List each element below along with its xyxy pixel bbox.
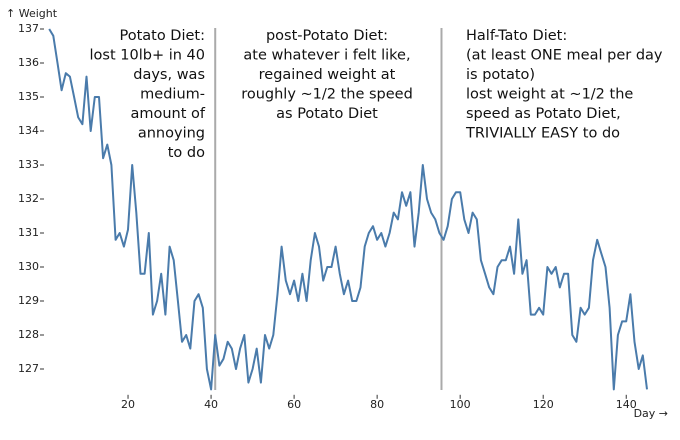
y-tick-label: 128 — [18, 328, 39, 341]
annotation: lost weight at ~1/2 the — [466, 87, 633, 103]
y-tick-label: 136 — [18, 56, 39, 69]
annotation: Potato Diet: — [119, 28, 205, 44]
annotation: to do — [168, 145, 205, 161]
x-tick-label: 120 — [533, 398, 554, 411]
annotation: lost 10lb+ in 40 — [90, 48, 205, 64]
y-tick-label: 132 — [18, 192, 39, 205]
annotation: TRIVIALLY EASY to do — [465, 126, 620, 142]
weight-line — [48, 28, 648, 391]
annotation: annoying — [138, 126, 205, 142]
y-tick-label: 133 — [18, 158, 39, 171]
annotation: Half-Tato Diet: — [466, 28, 567, 44]
annotation: speed as Potato Diet, — [466, 106, 621, 122]
annotation: medium- — [140, 87, 205, 103]
x-tick-label: 60 — [287, 398, 301, 411]
x-tick-label: 40 — [204, 398, 218, 411]
y-tick-label: 130 — [18, 260, 39, 273]
y-tick-label: 131 — [18, 226, 39, 239]
annotation: as Potato Diet — [276, 106, 378, 122]
annotation: regained weight at — [259, 67, 396, 83]
y-tick-label: 135 — [18, 90, 39, 103]
y-tick-label: 134 — [18, 124, 39, 137]
annotation: is potato) — [466, 67, 535, 83]
x-tick-label: 80 — [370, 398, 384, 411]
annotation: amount of — [130, 106, 205, 122]
x-tick-label: 20 — [121, 398, 135, 411]
y-tick-label: 137 — [18, 22, 39, 35]
x-tick-label: 140 — [616, 398, 637, 411]
y-tick-label: 129 — [18, 294, 39, 307]
annotation: (at least ONE meal per day — [466, 48, 663, 64]
x-tick-label: 100 — [450, 398, 471, 411]
y-axis-label: ↑ Weight — [6, 7, 58, 20]
annotation: ate whatever i felt like, — [243, 48, 410, 64]
annotation: roughly ~1/2 the speed — [241, 87, 413, 103]
annotation: post-Potato Diet: — [266, 28, 388, 44]
x-axis-label: Day → — [634, 407, 668, 420]
y-tick-label: 127 — [18, 362, 39, 375]
annotation: days, was — [133, 67, 205, 83]
